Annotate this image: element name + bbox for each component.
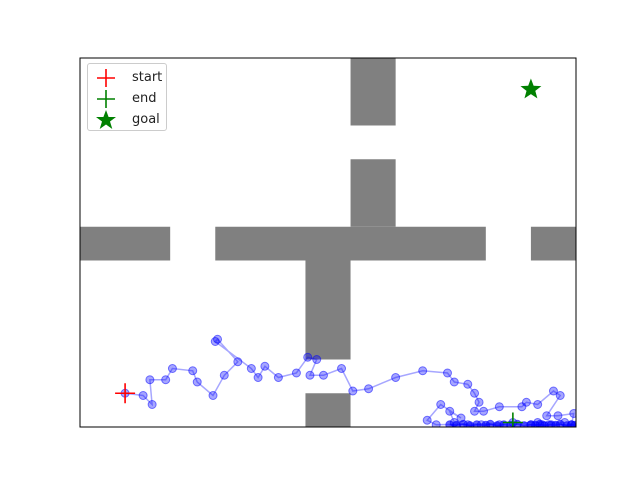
path-point-3-38 <box>548 386 558 396</box>
obstacle-6 <box>305 393 351 427</box>
path-point-3-27 <box>442 368 452 378</box>
end-marker <box>502 412 523 427</box>
obstacle-5 <box>305 260 351 360</box>
path-point-3-30 <box>470 388 480 398</box>
path-point-3-51 <box>445 406 455 416</box>
path-point-3-41 <box>553 411 563 421</box>
path-point-3-4 <box>161 375 171 385</box>
path-point-3-36 <box>521 397 531 407</box>
path-point-3-3 <box>145 375 155 385</box>
obstacle-0 <box>80 226 171 261</box>
legend-label-end: end <box>132 91 157 106</box>
path-point-3-21 <box>318 370 328 380</box>
legend-entry-goal: goal <box>94 110 166 130</box>
path-point-3-25 <box>391 373 401 382</box>
obstacle-1 <box>215 226 486 261</box>
path-point-3-6 <box>188 366 198 376</box>
path-point-3-14 <box>253 373 263 382</box>
path-point-3-18 <box>303 352 313 362</box>
path-point-3-29 <box>463 379 473 389</box>
path-point-3-10 <box>233 357 243 367</box>
path-point-3-22 <box>337 364 347 373</box>
path-point-3-55 <box>431 420 441 427</box>
path-point-3-40 <box>542 411 552 421</box>
path-point-3-32 <box>470 406 480 416</box>
green-plus-icon <box>97 90 115 108</box>
path-point-3-23 <box>348 386 358 396</box>
marker-layer <box>115 78 542 427</box>
legend-label-start: start <box>132 70 163 85</box>
path-point-3-39 <box>555 391 565 400</box>
start-marker <box>115 383 136 404</box>
path-point-3-31 <box>474 397 484 407</box>
path-point-4-4 <box>472 420 482 427</box>
path-point-3-9 <box>219 370 229 380</box>
path-point-3-1 <box>138 391 148 400</box>
path-point-3-42 <box>569 409 576 418</box>
path-point-3-8 <box>208 391 218 400</box>
goal-marker <box>520 78 542 99</box>
axes-frame <box>79 57 577 428</box>
green-star-icon <box>96 110 116 129</box>
path-point-3-17 <box>291 368 301 378</box>
path-point-3-24 <box>364 384 374 394</box>
legend-entry-start: start <box>94 68 166 88</box>
path-point-3-54 <box>422 415 432 425</box>
path-point-3-28 <box>449 377 459 387</box>
path-point-3-26 <box>418 366 428 376</box>
obstacle-4 <box>350 159 396 227</box>
path-point-3-20 <box>305 370 315 380</box>
path-point-3-19 <box>312 355 322 364</box>
path-point-3-5 <box>167 364 177 373</box>
obstacle-3 <box>350 58 396 126</box>
obstacle-layer <box>80 58 576 427</box>
red-plus-icon <box>97 69 115 87</box>
path-point-3-13 <box>246 364 256 373</box>
obstacle-2 <box>530 226 576 261</box>
legend-entry-end: end <box>94 89 166 109</box>
path-point-3-34 <box>494 402 504 412</box>
path-layer <box>120 334 576 427</box>
legend-label-goal: goal <box>132 112 160 127</box>
path-point-3-53 <box>436 400 446 409</box>
legend: start end goal <box>87 63 167 131</box>
path-point-3-16 <box>273 373 283 382</box>
path-point-3-7 <box>192 377 202 387</box>
path-point-3-15 <box>260 361 270 371</box>
path-point-3-37 <box>533 400 543 409</box>
path-point-3-33 <box>479 406 489 416</box>
path-point-3-2 <box>147 400 157 409</box>
path-point-4-21 <box>570 420 576 427</box>
path-point-3-12 <box>210 337 220 346</box>
path-point-3-35 <box>517 402 527 412</box>
